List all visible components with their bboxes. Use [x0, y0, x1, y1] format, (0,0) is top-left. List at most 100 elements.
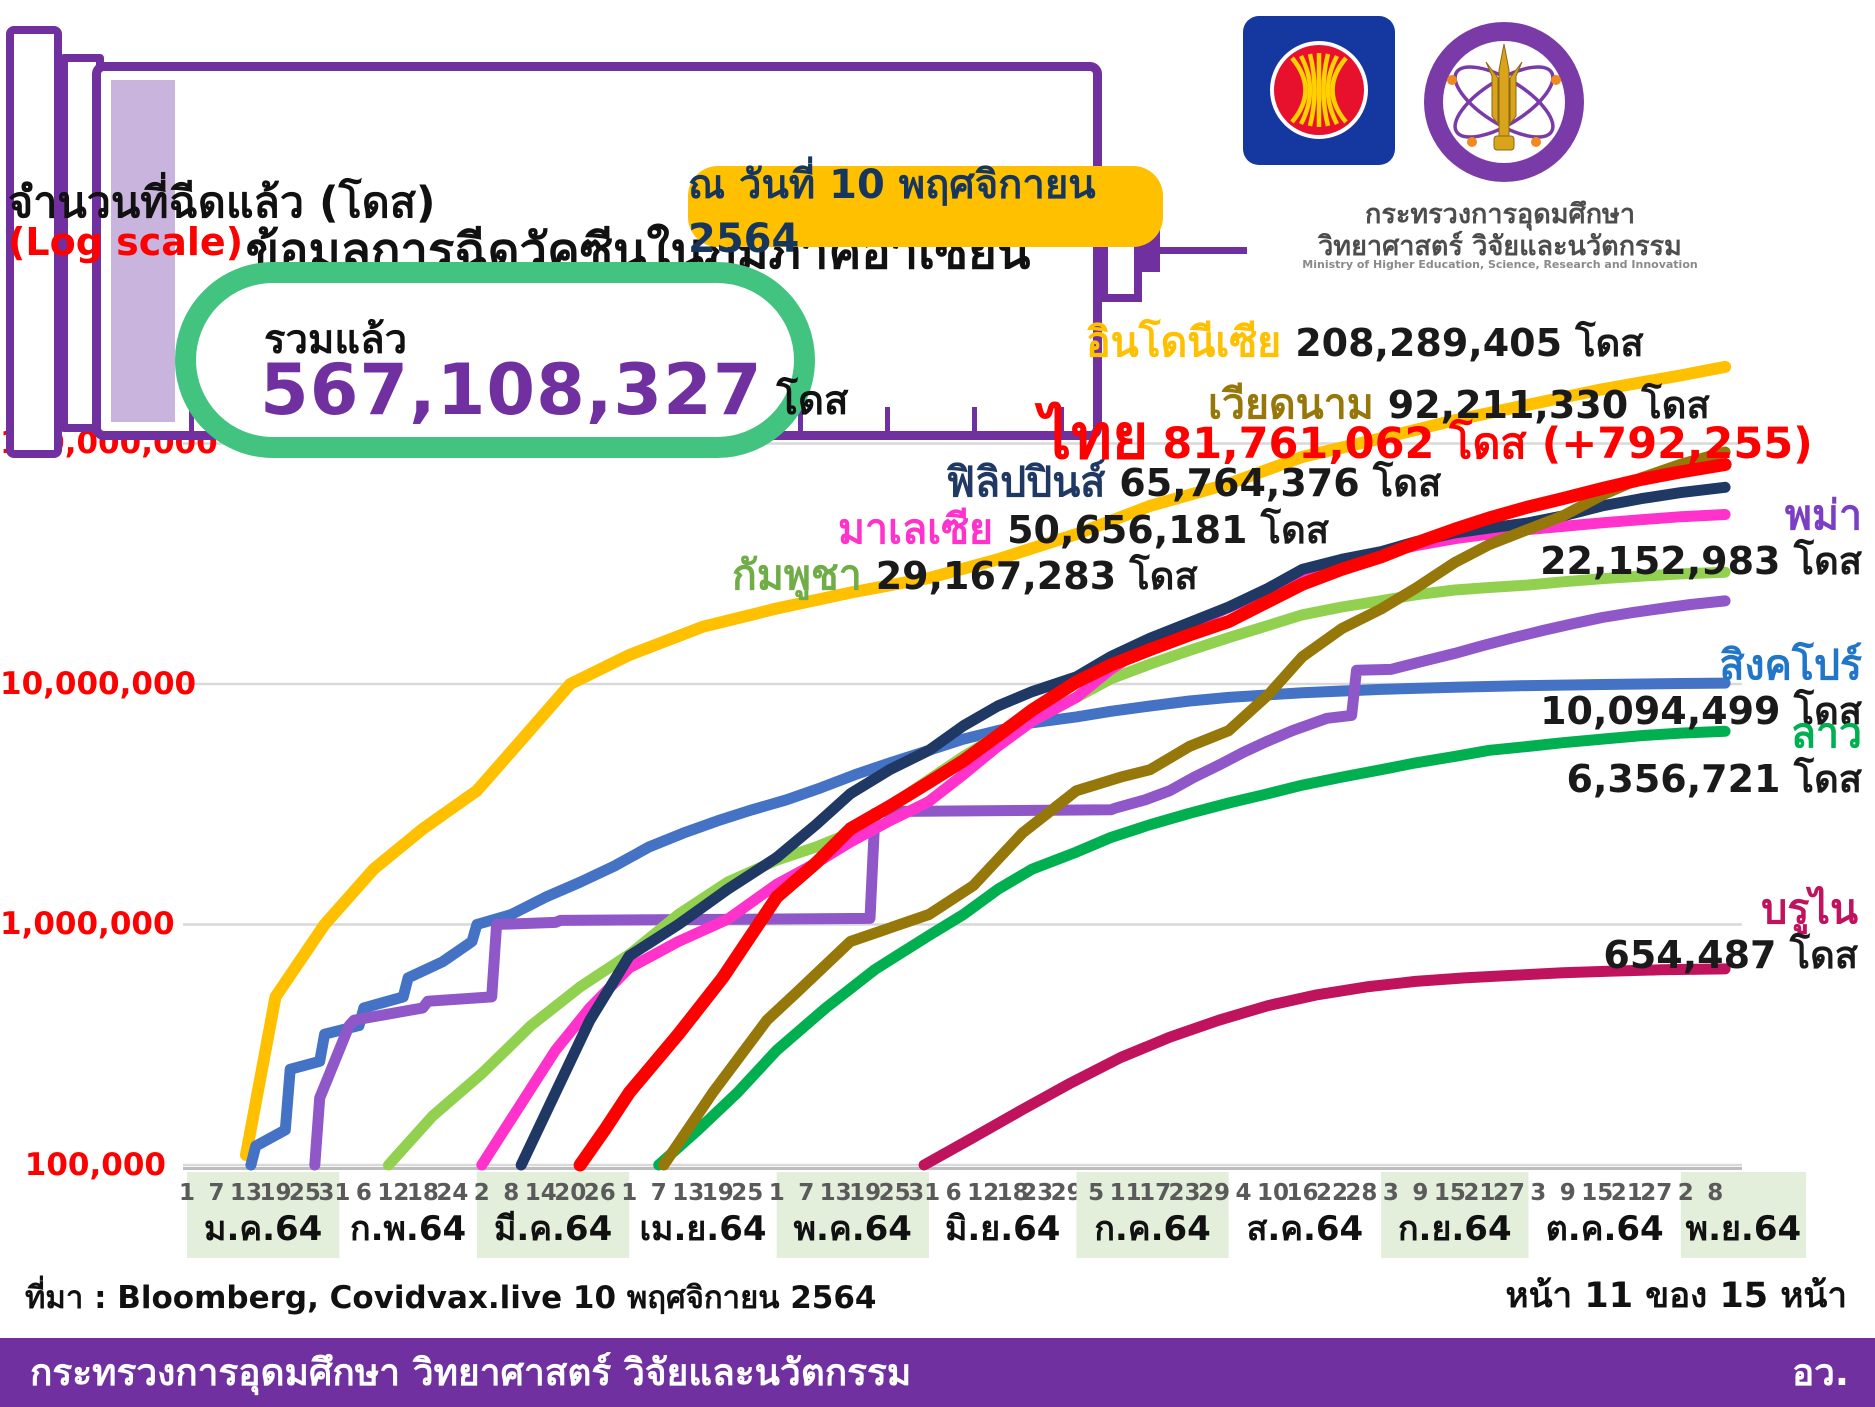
day-tick: 15	[1581, 1180, 1613, 1206]
month-label-มี.ค.64: มี.ค.64	[494, 1209, 612, 1249]
thailand-name: ไทย	[1040, 400, 1149, 473]
indonesia-value: 208,289,405 โดส	[1295, 321, 1644, 365]
malaysia-value: 50,656,181 โดส	[1007, 508, 1329, 552]
day-tick: 25	[289, 1180, 321, 1206]
footer-ministry-name: กระทรวงการอุดมศึกษา วิทยาศาสตร์ วิจัยและ…	[30, 1351, 912, 1394]
day-tick: 4	[1235, 1180, 1251, 1206]
day-tick: 24	[436, 1180, 468, 1206]
total-label: รวมแล้ว	[264, 317, 408, 363]
month-label-ก.ย.64: ก.ย.64	[1398, 1209, 1512, 1249]
page-number: หน้า 11 ของ 15 หน้า	[1505, 1276, 1848, 1316]
cambodia-value: 29,167,283 โดส	[875, 554, 1198, 598]
date-badge: ณ วันที่ 10 พฤศจิกายน 2564	[688, 162, 1163, 262]
month-label-ส.ค.64: ส.ค.64	[1247, 1209, 1364, 1249]
total-doses-unit: โดส	[776, 378, 849, 424]
y-tick-10m: 10,000,000	[0, 666, 197, 702]
day-tick: 1	[621, 1180, 637, 1206]
day-tick: 19	[702, 1180, 734, 1206]
ruler-tick-icon	[972, 407, 977, 431]
month-label-ต.ค.64: ต.ค.64	[1546, 1209, 1664, 1249]
thailand-value: 81,761,062 โดส (+792,255)	[1162, 419, 1813, 469]
myanmar-value: 22,152,983 โดส	[1540, 539, 1862, 583]
chart-line-ฟิลิปปินส์	[515, 481, 1731, 1171]
month-zone-พ.ย.64	[1680, 1172, 1806, 1258]
day-tick: 7	[651, 1180, 667, 1206]
day-tick: 7	[208, 1180, 224, 1206]
day-tick: 6	[356, 1180, 372, 1206]
day-tick: 21	[1463, 1180, 1495, 1206]
mhesi-logo-icon	[1424, 22, 1584, 182]
laos-value: 6,356,721 โดส	[1566, 757, 1862, 801]
month-zone-พ.ค.64	[776, 1172, 929, 1258]
footer-abbrev: อว.	[1791, 1351, 1849, 1394]
chart-line-ลาว	[653, 725, 1731, 1171]
month-zone-มี.ค.64	[476, 1172, 630, 1258]
day-tick: 9	[1412, 1180, 1428, 1206]
day-tick: 22	[1316, 1180, 1348, 1206]
day-tick: 17	[1139, 1180, 1171, 1206]
day-tick: 12	[377, 1180, 409, 1206]
month-label-พ.ย.64: พ.ย.64	[1686, 1209, 1801, 1249]
myanmar-name: พม่า	[1784, 491, 1862, 539]
day-tick: 20	[554, 1180, 586, 1206]
syringe-plunger-icon	[6, 26, 62, 458]
philippines-value: 65,764,376 โดส	[1119, 461, 1442, 505]
month-label-ม.ค.64: ม.ค.64	[204, 1209, 322, 1249]
day-tick: 18	[997, 1180, 1029, 1206]
label-cambodia: กัมพูชา 29,167,283 โดส	[732, 543, 1198, 608]
chart-line-อินโดนีเซีย	[240, 360, 1732, 1161]
month-zone-ก.ค.64	[1076, 1172, 1229, 1258]
month-label-พ.ค.64: พ.ค.64	[794, 1209, 912, 1249]
day-tick: 12	[967, 1180, 999, 1206]
day-tick: 27	[1493, 1180, 1525, 1206]
ruler-tick-icon	[189, 407, 194, 431]
footer-bar: กระทรวงการอุดมศึกษา วิทยาศาสตร์ วิจัยและ…	[0, 1338, 1875, 1407]
day-tick: 19	[849, 1180, 881, 1206]
day-tick: 8	[503, 1180, 519, 1206]
log-scale-note: (Log scale)	[8, 220, 244, 264]
day-tick: 23	[1021, 1180, 1053, 1206]
malaysia-name: มาเลเซีย	[838, 505, 994, 553]
day-tick: 29	[1198, 1180, 1230, 1206]
day-tick: 31	[318, 1180, 350, 1206]
day-tick: 13	[230, 1180, 262, 1206]
month-label-เม.ย.64: เม.ย.64	[639, 1209, 766, 1249]
indonesia-name: อินโดนีเซีย	[1086, 318, 1282, 366]
label-thailand: ไทย 81,761,062 โดส (+792,255)	[1040, 388, 1813, 486]
day-tick: 14	[525, 1180, 557, 1206]
day-tick: 11	[1110, 1180, 1142, 1206]
day-tick: 1	[179, 1180, 195, 1206]
day-tick: 18	[407, 1180, 439, 1206]
month-label-ก.ค.64: ก.ค.64	[1094, 1209, 1210, 1249]
chart-line-กัมพูชา	[383, 566, 1731, 1171]
ministry-name-line1: กระทรวงการอุดมศึกษา	[1365, 199, 1635, 230]
day-tick: 1	[769, 1180, 785, 1206]
brunei-name: บรูไน	[1761, 885, 1858, 933]
label-vietnam: เวียดนาม 92,211,330 โดส	[1208, 372, 1710, 437]
source-note: ที่มา : Bloomberg, Covidvax.live 10 พฤศจ…	[25, 1280, 877, 1316]
day-tick: 6	[946, 1180, 962, 1206]
total-badge: รวมแล้ว 567,108,327 โดส	[175, 262, 848, 458]
month-label-มิ.ย.64: มิ.ย.64	[945, 1209, 1060, 1249]
day-tick: 8	[1707, 1180, 1723, 1206]
y-tick-100k: 100,000	[24, 1147, 166, 1183]
day-tick: 13	[672, 1180, 704, 1206]
vietnam-value: 92,211,330 โดส	[1387, 383, 1710, 427]
day-tick: 31	[908, 1180, 940, 1206]
asean-flag-icon	[1243, 16, 1395, 165]
ruler-tick-icon	[885, 407, 890, 431]
day-tick: 9	[1560, 1180, 1576, 1206]
singapore-name: สิงคโปร์	[1719, 641, 1862, 689]
day-tick: 15	[1434, 1180, 1466, 1206]
label-brunei: บรูไน 654,487 โดส	[1603, 886, 1858, 978]
day-tick: 27	[1640, 1180, 1672, 1206]
label-philippines: ฟิลิปปินส์ 65,764,376 โดส	[946, 450, 1441, 515]
label-singapore: สิงคโปร์ 10,094,499 โดส	[1540, 642, 1862, 734]
month-zone-ม.ค.64	[187, 1172, 340, 1258]
total-doses-value: 567,108,327	[260, 349, 763, 431]
ministry-name-line2: วิทยาศาสตร์ วิจัยและนวัตกรรม	[1318, 231, 1682, 262]
chart-line-บรูไน	[918, 963, 1731, 1171]
label-myanmar: พม่า 22,152,983 โดส	[1540, 492, 1862, 584]
day-tick: 3	[1530, 1180, 1546, 1206]
